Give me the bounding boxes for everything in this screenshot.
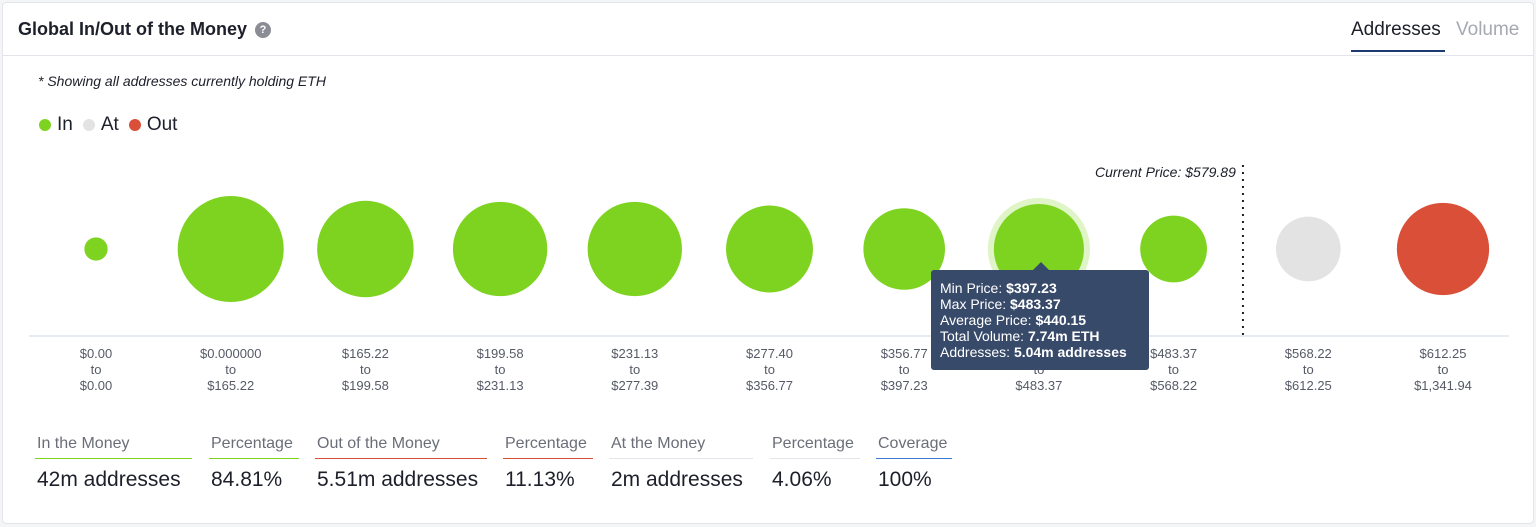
tooltip-min-value: $397.23 [1006,280,1057,296]
bubble-3[interactable] [452,201,548,297]
bubble-tooltip: Min Price: $397.23 Max Price: $483.37 Av… [931,262,1149,370]
stat-out-percentage: Percentage 11.13% [503,433,593,492]
bubble-4[interactable] [587,201,682,297]
tooltip-avg-value: $440.15 [1035,312,1087,328]
stat-label: In the Money [35,433,192,459]
bucket-label-2-1: to [360,362,371,377]
tooltip-vol-label: Total Volume: [940,328,1025,344]
stat-value: 42m addresses [37,468,181,491]
legend-item-out[interactable]: Out [128,114,178,136]
stat-value: 5.51m addresses [317,468,479,491]
bucket-label-10-0: $612.25 [1420,346,1467,361]
bucket-label-0-2: $0.00 [80,378,113,393]
chart-legend: In At Out [39,114,177,136]
bubble-5[interactable] [726,205,813,293]
tooltip-addr-value: 5.04m addresses [1013,344,1127,360]
page-title: Global In/Out of the Money [18,19,247,39]
stat-at-the-money: At the Money 2m addresses [609,433,753,492]
legend-item-in[interactable]: In [39,114,73,136]
stat-label: At the Money [609,433,753,459]
tooltip-max-row: Max Price: $483.37 [940,296,1140,312]
current-price-label: Current Price: $579.89 [1095,164,1236,180]
stat-value: 2m addresses [611,468,743,491]
bucket-label-0-1: to [91,362,102,377]
stat-label: Out of the Money [315,433,487,459]
bubble-0[interactable] [84,237,108,261]
legend-out-label: Out [146,114,178,135]
bucket-label-6-2: $397.23 [881,378,928,393]
bucket-label-2-2: $199.58 [342,378,389,393]
bucket-label-5-2: $356.77 [746,378,793,393]
bucket-label-9-2: $612.25 [1285,378,1332,393]
bubble-chart: $0.00to$0.00$0.000000to$165.22$165.22to$… [29,165,1509,393]
stat-out-of-the-money: Out of the Money 5.51m addresses [315,433,487,492]
bucket-label-3-0: $199.58 [477,346,524,361]
stat-in-percentage: Percentage 84.81% [209,433,299,492]
bubble-8[interactable] [1140,215,1207,283]
bubble-6[interactable] [863,208,946,290]
bucket-label-5-0: $277.40 [746,346,793,361]
bucket-label-2-0: $165.22 [342,346,389,361]
tooltip-min-row: Min Price: $397.23 [940,280,1140,296]
bucket-label-8-2: $568.22 [1150,378,1197,393]
bucket-label-7-2: $483.37 [1015,378,1062,393]
stat-value: 11.13% [505,468,575,491]
bucket-label-1-2: $165.22 [207,378,254,393]
tooltip-avg-label: Average Price: [940,312,1032,328]
card-header: Global In/Out of the Money ? Addresses V… [3,3,1533,56]
tooltip-max-label: Max Price: [940,296,1007,312]
bucket-label-6-0: $356.77 [881,346,928,361]
bucket-label-1-0: $0.000000 [200,346,261,361]
holding-note: * Showing all addresses currently holdin… [38,73,326,89]
bubble-10[interactable] [1396,202,1490,296]
stat-label: Percentage [209,433,299,459]
legend-at-label: At [100,114,119,135]
bucket-label-10-2: $1,341.94 [1414,378,1472,393]
bucket-label-4-2: $277.39 [611,378,658,393]
tooltip-vol-value: 7.74m ETH [1027,328,1100,344]
bucket-label-4-1: to [629,362,640,377]
bubble-9[interactable] [1275,216,1341,282]
bucket-label-1-1: to [225,362,236,377]
bubble-2[interactable] [317,200,414,298]
stat-coverage: Coverage 100% [876,433,952,492]
tab-volume[interactable]: Volume [1456,19,1520,40]
legend-at-dot [82,119,95,131]
tooltip-addr-label: Addresses: [940,344,1011,360]
stat-label: Percentage [503,433,593,459]
stat-label: Percentage [770,433,860,459]
bucket-label-3-2: $231.13 [477,378,524,393]
legend-out-dot [128,119,141,131]
bucket-label-5-1: to [764,362,775,377]
stat-value: 100% [878,468,932,491]
legend-item-at[interactable]: At [82,114,119,136]
bucket-label-10-1: to [1438,362,1449,377]
bucket-label-0-0: $0.00 [80,346,113,361]
bucket-label-6-1: to [899,362,910,377]
bucket-label-4-0: $231.13 [611,346,658,361]
tooltip-avg-row: Average Price: $440.15 [940,312,1140,328]
help-icon[interactable]: ? [255,22,271,38]
bucket-label-3-1: to [495,362,506,377]
bucket-label-9-0: $568.22 [1285,346,1332,361]
bubble-1[interactable] [177,196,284,302]
legend-in-label: In [57,114,73,135]
tab-addresses[interactable]: Addresses [1351,19,1441,40]
legend-in-dot [39,119,51,131]
stat-in-the-money: In the Money 42m addresses [35,433,192,492]
tooltip-addr-row: Addresses: 5.04m addresses [940,344,1140,360]
active-tab-underline [1351,50,1445,52]
stat-label: Coverage [876,433,952,459]
tooltip-max-value: $483.37 [1010,296,1061,312]
bucket-label-8-0: $483.37 [1150,346,1197,361]
stat-value: 4.06% [772,468,832,491]
tooltip-vol-row: Total Volume: 7.74m ETH [940,328,1140,344]
tooltip-min-label: Min Price: [940,280,1003,296]
bucket-label-8-1: to [1168,362,1179,377]
stat-value: 84.81% [211,468,283,491]
bucket-label-9-1: to [1303,362,1314,377]
stat-at-percentage: Percentage 4.06% [770,433,860,492]
